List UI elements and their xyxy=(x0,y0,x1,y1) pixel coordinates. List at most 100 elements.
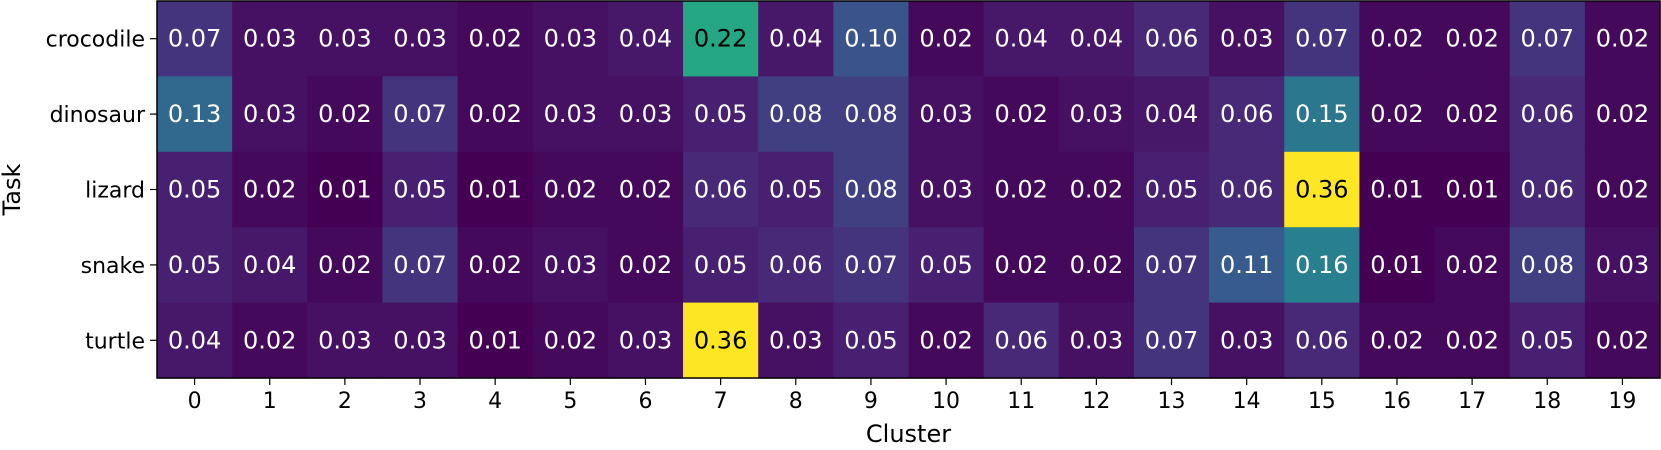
heatmap-cell xyxy=(607,302,684,379)
cell-value-label: 0.03 xyxy=(318,326,371,354)
heatmap-cell xyxy=(457,302,534,379)
heatmap-cell xyxy=(683,151,759,228)
x-tick-label: 2 xyxy=(338,389,352,414)
cell-value-label: 0.10 xyxy=(844,25,897,53)
cell-value-label: 0.16 xyxy=(1295,251,1348,279)
heatmap-cell xyxy=(307,227,384,304)
heatmap-cell xyxy=(1434,227,1511,304)
cell-value-label: 0.04 xyxy=(1145,100,1198,128)
heatmap-cell xyxy=(232,302,308,379)
cell-value-label: 0.02 xyxy=(995,100,1048,128)
cell-value-label: 0.03 xyxy=(919,176,972,204)
heatmap-cell xyxy=(983,302,1060,379)
cell-value-label: 0.04 xyxy=(619,25,672,53)
heatmap-cell xyxy=(157,302,233,379)
heatmap-cell xyxy=(908,227,985,304)
cell-value-label: 0.13 xyxy=(168,100,221,128)
cell-value-label: 0.01 xyxy=(1370,176,1423,204)
heatmap-cell xyxy=(1284,151,1360,228)
cell-value-label: 0.02 xyxy=(1445,251,1498,279)
cell-value-label: 0.02 xyxy=(318,251,371,279)
cell-value-label: 0.02 xyxy=(1370,326,1423,354)
cell-value-label: 0.05 xyxy=(393,176,446,204)
heatmap-cell xyxy=(683,302,759,379)
cell-value-label: 0.22 xyxy=(694,25,747,53)
heatmap-cell xyxy=(833,1,910,77)
y-axis-label: Task xyxy=(0,164,26,217)
heatmap-cell xyxy=(607,227,684,304)
heatmap-cell xyxy=(1509,227,1586,304)
heatmap-cell xyxy=(683,76,759,153)
heatmap-cell xyxy=(1359,302,1436,379)
heatmap-cell xyxy=(1584,1,1661,77)
heatmap-cell xyxy=(232,1,308,77)
heatmap-cell xyxy=(157,227,233,304)
cell-value-label: 0.03 xyxy=(243,25,296,53)
cell-value-label: 0.05 xyxy=(694,251,747,279)
heatmap-cell xyxy=(307,1,384,77)
cell-value-label: 0.05 xyxy=(769,176,822,204)
y-tick-label: turtle xyxy=(85,329,145,354)
heatmap-cell xyxy=(758,151,834,228)
heatmap-cell xyxy=(758,227,834,304)
cell-value-label: 0.02 xyxy=(468,251,521,279)
y-tick-label: snake xyxy=(81,254,145,279)
heatmap-cell xyxy=(382,151,459,228)
cell-value-label: 0.01 xyxy=(468,326,521,354)
heatmap-cell xyxy=(983,227,1060,304)
heatmap-cell xyxy=(1359,1,1436,77)
heatmap-cell xyxy=(1058,1,1135,77)
cell-value-label: 0.02 xyxy=(1445,100,1498,128)
cell-value-label: 0.04 xyxy=(168,326,221,354)
cell-value-label: 0.02 xyxy=(243,176,296,204)
heatmap-cell xyxy=(1058,76,1135,153)
cell-value-label: 0.03 xyxy=(544,100,597,128)
cell-value-label: 0.03 xyxy=(619,100,672,128)
cell-value-label: 0.06 xyxy=(1220,176,1273,204)
cell-value-label: 0.02 xyxy=(1070,251,1123,279)
cell-value-label: 0.05 xyxy=(1521,326,1574,354)
cell-value-label: 0.02 xyxy=(995,251,1048,279)
cell-value-label: 0.05 xyxy=(694,100,747,128)
cell-value-label: 0.02 xyxy=(1445,25,1498,53)
heatmap-cell xyxy=(1284,302,1360,379)
cell-value-label: 0.02 xyxy=(919,25,972,53)
cell-value-label: 0.02 xyxy=(619,251,672,279)
heatmap-cell xyxy=(1584,151,1661,228)
cell-value-label: 0.03 xyxy=(318,25,371,53)
cell-value-label: 0.03 xyxy=(919,100,972,128)
cell-value-label: 0.07 xyxy=(168,25,221,53)
heatmap-cell xyxy=(457,76,534,153)
heatmap-cell xyxy=(983,76,1060,153)
heatmap-cell xyxy=(833,302,910,379)
x-tick-label: 8 xyxy=(789,389,803,414)
heatmap-cell xyxy=(382,1,459,77)
x-tick-label: 1 xyxy=(263,389,277,414)
cell-value-label: 0.06 xyxy=(1521,100,1574,128)
heatmap-cell xyxy=(1509,302,1586,379)
cell-value-label: 0.05 xyxy=(168,176,221,204)
cell-value-label: 0.06 xyxy=(1521,176,1574,204)
cell-value-label: 0.05 xyxy=(168,251,221,279)
heatmap-cell xyxy=(983,151,1060,228)
heatmap-cell xyxy=(307,151,384,228)
x-tick-label: 17 xyxy=(1458,389,1486,414)
cell-value-label: 0.03 xyxy=(393,326,446,354)
heatmap-cell xyxy=(1058,302,1135,379)
cell-value-label: 0.11 xyxy=(1220,251,1273,279)
cell-value-label: 0.07 xyxy=(393,100,446,128)
heatmap-cell xyxy=(1284,1,1360,77)
heatmap-cell xyxy=(1509,1,1586,77)
cell-value-label: 0.07 xyxy=(1295,25,1348,53)
cell-value-label: 0.02 xyxy=(1596,326,1649,354)
x-tick-label: 6 xyxy=(638,389,652,414)
x-tick-label: 3 xyxy=(413,389,427,414)
heatmap-cell xyxy=(232,151,308,228)
heatmap-cell xyxy=(908,1,985,77)
heatmap-cell xyxy=(1209,302,1285,379)
heatmap-cell xyxy=(1434,1,1511,77)
x-tick-label: 11 xyxy=(1007,389,1035,414)
x-tick-label: 16 xyxy=(1383,389,1411,414)
cell-value-label: 0.06 xyxy=(995,326,1048,354)
